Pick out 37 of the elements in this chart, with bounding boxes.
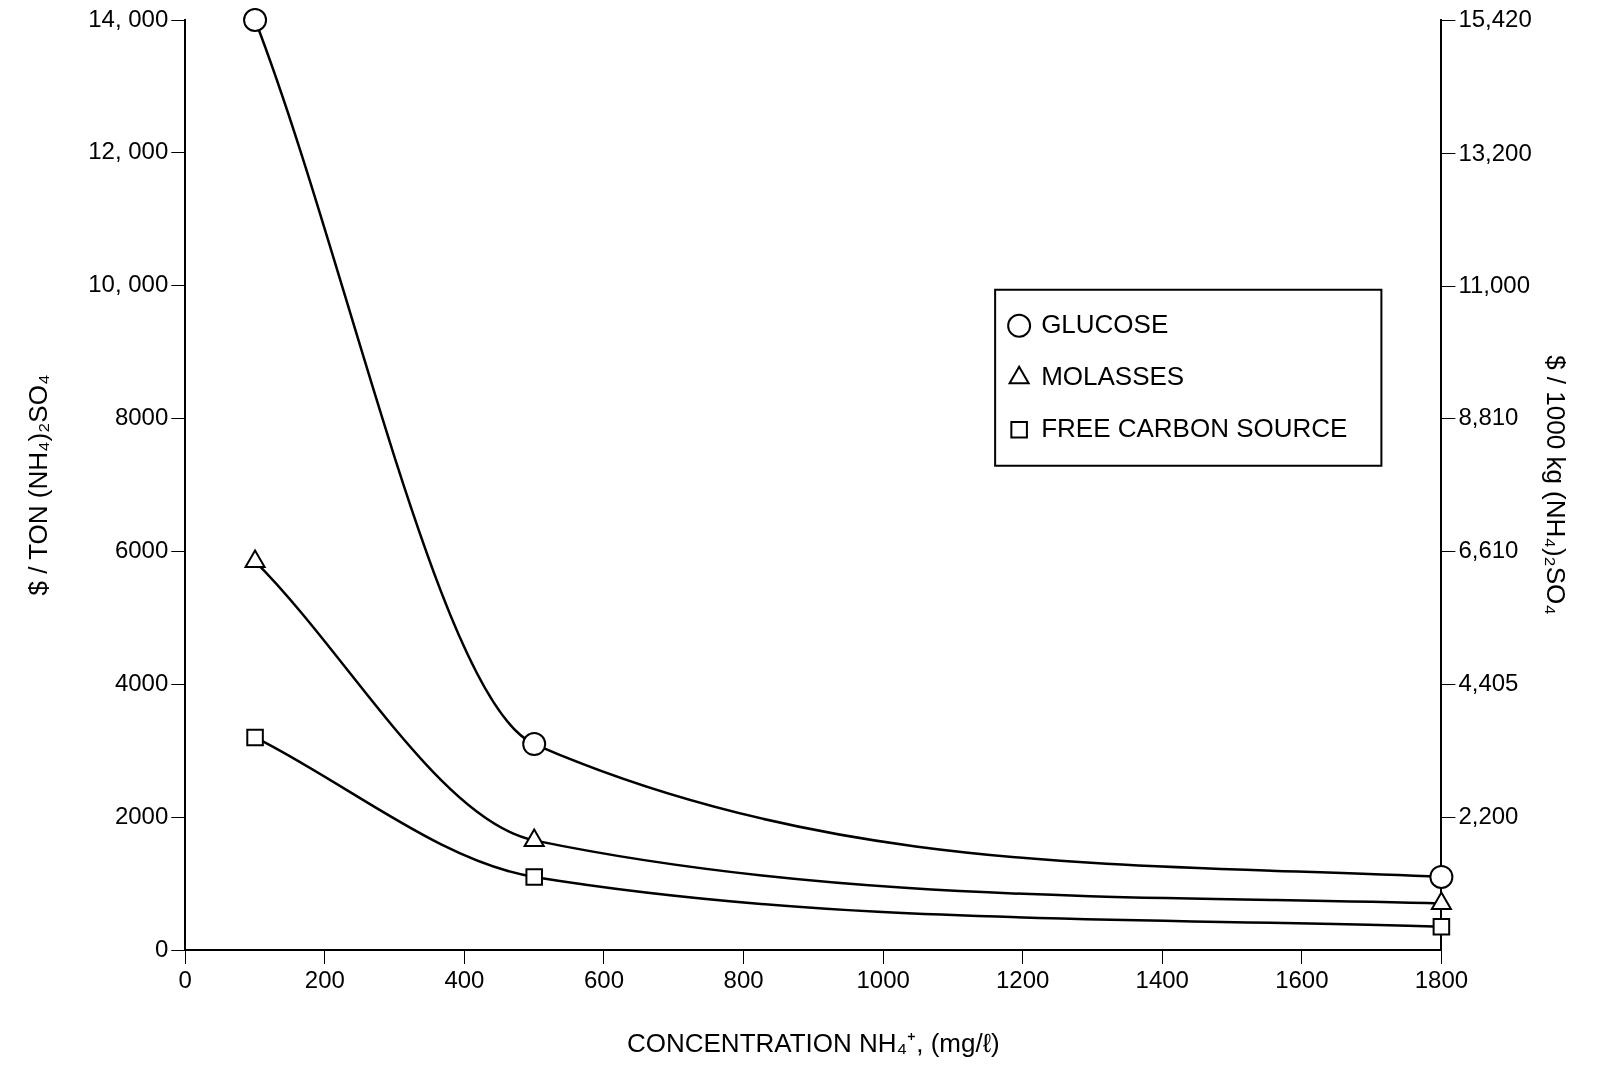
- y2-axis-title: $ / 1000 kg (NH₄)₂SO₄: [1541, 355, 1572, 615]
- legend-label: MOLASSES: [1041, 360, 1185, 391]
- x-tick-label: 1800: [1414, 966, 1469, 994]
- x-tick-label: 1200: [995, 966, 1050, 994]
- y-tick-label: 8000: [114, 403, 169, 431]
- point: [246, 728, 264, 747]
- y-tick-label: 12, 000: [88, 137, 169, 165]
- point: [1432, 917, 1451, 936]
- y-tick-label: 0: [154, 934, 169, 962]
- y-axis-title: $ / TON (NH₄)₂SO₄: [22, 374, 53, 596]
- x-tick-label: 1600: [1275, 966, 1329, 994]
- y2-tick-label: 2,200: [1458, 801, 1519, 829]
- x-tick-label: 800: [723, 966, 764, 994]
- y2-tick-label: 4,405: [1458, 668, 1519, 696]
- point: [525, 868, 543, 886]
- x-tick-label: 1000: [856, 966, 910, 994]
- point: [243, 8, 268, 32]
- point: [522, 732, 547, 757]
- y-tick-label: 6000: [114, 536, 169, 564]
- x-tick-label: 0: [178, 966, 192, 994]
- x-tick-label: 1400: [1135, 966, 1189, 994]
- legend-label: GLUCOSE: [1041, 308, 1169, 339]
- y-tick-label: 14, 000: [88, 4, 169, 32]
- y-tick-label: 10, 000: [88, 270, 169, 298]
- x-tick-label: 600: [583, 966, 624, 994]
- y2-tick-label: 15,420: [1458, 4, 1532, 32]
- x-axis-title: CONCENTRATION NH₄⁺, (mg/ℓ): [626, 1027, 1000, 1058]
- y2-tick-label: 13,200: [1458, 138, 1532, 166]
- y2-tick-label: 8,810: [1458, 403, 1519, 431]
- y-tick-label: 4000: [114, 668, 169, 696]
- x-tick-label: 200: [304, 966, 345, 994]
- y2-tick-label: 11,000: [1458, 271, 1531, 299]
- x-tick-label: 400: [444, 966, 485, 994]
- point: [1429, 864, 1454, 889]
- legend-label: FREE CARBON SOURCE: [1041, 412, 1348, 443]
- y-tick-label: 2000: [114, 801, 169, 829]
- y2-tick-label: 6,610: [1458, 535, 1519, 563]
